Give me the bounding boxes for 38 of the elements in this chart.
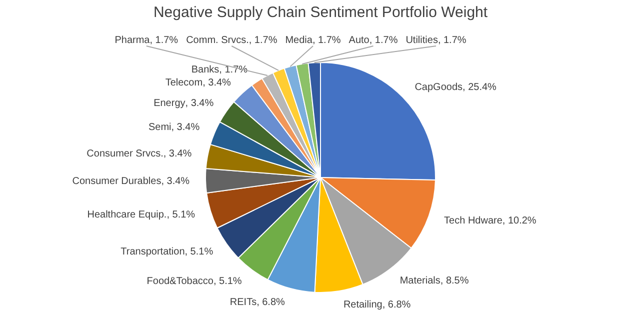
data-label: , 8.5% [440, 276, 469, 287]
slice-label: Utilities [406, 34, 438, 46]
slice-label: CapGoods [414, 82, 463, 94]
slice-label: Banks [191, 64, 220, 76]
data-label: , 25.4% [462, 82, 497, 94]
slice-label: Auto [348, 34, 370, 46]
data-label: , 10.2% [502, 215, 536, 226]
slice-label: Healthcare Equip. [87, 210, 167, 221]
slice-label: REITs [230, 296, 257, 308]
data-label: , 1.7% [369, 34, 398, 46]
data-label: , 6.8% [256, 296, 286, 308]
slice-label: Consumer Durables [72, 176, 162, 187]
slice-label: Tech Hdware [444, 215, 503, 226]
chart-title: Negative Supply Chain Sentiment Portfolio Weight [153, 4, 488, 22]
slice-label: Telecom [165, 78, 203, 89]
data-label: , 5.1% [213, 276, 242, 287]
slice-label: Retailing [343, 300, 382, 311]
slice-label: Pharma [114, 34, 150, 46]
data-label: , 5.1% [184, 246, 214, 258]
slice-label: Media [285, 34, 313, 46]
data-label: , 1.7% [312, 34, 341, 46]
data-label: , 3.4% [171, 122, 200, 134]
slice-label: Energy [154, 98, 186, 110]
data-label: , 3.4% [202, 78, 232, 89]
data-label: , 3.4% [163, 148, 192, 160]
data-label: , 3.4% [161, 176, 190, 187]
data-label: , 6.8% [382, 300, 411, 311]
slice-label: Transportation [120, 246, 185, 258]
slice-label: Semi [148, 122, 172, 134]
slice-label: Comm. Srvcs. [186, 34, 249, 46]
data-label: , 1.7% [438, 34, 466, 46]
slice-label: Materials [400, 276, 440, 287]
slice-label: Food&Tobacco [146, 276, 214, 287]
data-label: , 1.7% [150, 34, 178, 46]
data-label: , 5.1% [166, 210, 196, 221]
data-label: , 3.4% [185, 98, 214, 110]
data-label: , 1.7% [248, 34, 278, 46]
slice-label: Consumer Srvcs. [86, 148, 164, 160]
